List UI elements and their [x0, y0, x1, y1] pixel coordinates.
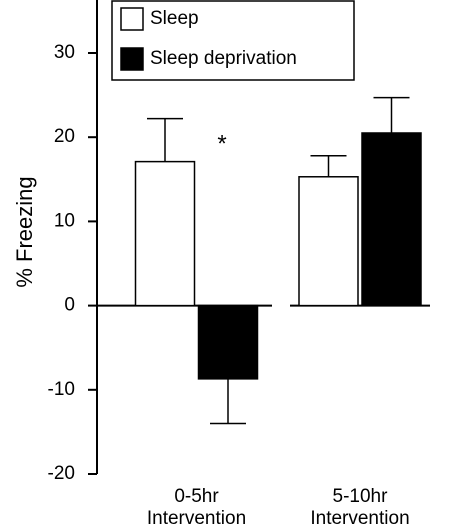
bar [298, 176, 359, 307]
legend-label: Sleep deprivation [150, 48, 297, 69]
y-tick-label: -10 [48, 379, 75, 400]
y-tick-label: 10 [54, 210, 75, 231]
y-tick-label: 30 [54, 42, 75, 63]
y-tick-label: 0 [64, 295, 75, 316]
annotation: * [217, 130, 226, 157]
y-tick-label: -20 [48, 463, 75, 484]
bar [197, 304, 259, 380]
y-axis-label: % Freezing [12, 176, 37, 287]
y-tick-label: 20 [54, 126, 75, 147]
legend-swatch [120, 47, 144, 71]
legend-label: Sleep [150, 8, 199, 29]
x-tick-label: 5-10hr Intervention [310, 486, 409, 527]
bar [134, 160, 196, 307]
legend-box [111, 0, 355, 81]
bar [361, 132, 422, 307]
x-tick-label: 0-5hr Intervention [147, 486, 246, 527]
legend-swatch [120, 7, 144, 31]
